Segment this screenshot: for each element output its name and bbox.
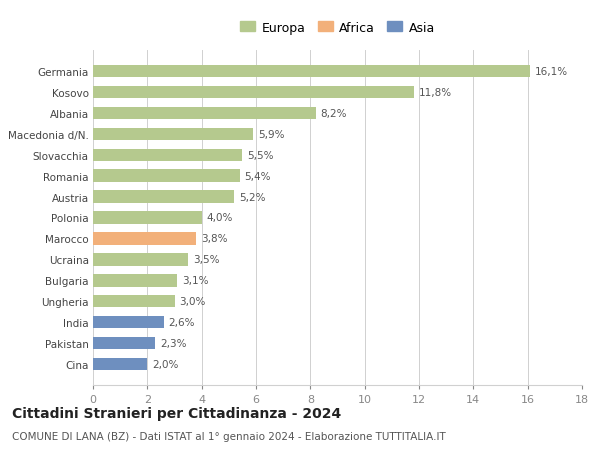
Text: COMUNE DI LANA (BZ) - Dati ISTAT al 1° gennaio 2024 - Elaborazione TUTTITALIA.IT: COMUNE DI LANA (BZ) - Dati ISTAT al 1° g… xyxy=(12,431,446,442)
Bar xyxy=(93,316,164,329)
Text: 11,8%: 11,8% xyxy=(418,88,452,98)
Bar xyxy=(93,274,177,287)
Text: 5,9%: 5,9% xyxy=(258,129,284,140)
Bar xyxy=(93,87,413,99)
Text: 16,1%: 16,1% xyxy=(535,67,568,77)
Text: 3,8%: 3,8% xyxy=(201,234,227,244)
Bar xyxy=(93,149,242,162)
Text: 5,2%: 5,2% xyxy=(239,192,266,202)
Text: 8,2%: 8,2% xyxy=(320,109,347,119)
Bar xyxy=(93,233,196,245)
Bar xyxy=(93,129,253,141)
Bar xyxy=(93,212,202,224)
Bar xyxy=(93,253,188,266)
Bar xyxy=(93,358,148,370)
Text: 2,3%: 2,3% xyxy=(160,338,187,348)
Text: 2,0%: 2,0% xyxy=(152,359,179,369)
Bar xyxy=(93,337,155,349)
Text: Cittadini Stranieri per Cittadinanza - 2024: Cittadini Stranieri per Cittadinanza - 2… xyxy=(12,406,341,420)
Bar xyxy=(93,295,175,308)
Text: 3,1%: 3,1% xyxy=(182,275,209,285)
Text: 3,0%: 3,0% xyxy=(179,297,206,307)
Text: 5,5%: 5,5% xyxy=(247,151,274,161)
Bar xyxy=(93,170,240,183)
Text: 3,5%: 3,5% xyxy=(193,255,220,265)
Text: 5,4%: 5,4% xyxy=(245,171,271,181)
Legend: Europa, Africa, Asia: Europa, Africa, Asia xyxy=(235,17,440,39)
Text: 2,6%: 2,6% xyxy=(169,317,195,327)
Bar xyxy=(93,66,530,78)
Text: 4,0%: 4,0% xyxy=(206,213,233,223)
Bar xyxy=(93,107,316,120)
Bar xyxy=(93,191,234,203)
